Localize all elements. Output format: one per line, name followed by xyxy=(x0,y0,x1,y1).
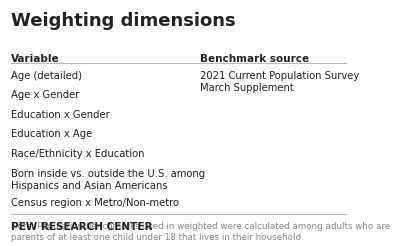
Text: Race/Ethnicity x Education: Race/Ethnicity x Education xyxy=(10,149,144,159)
Text: Born inside vs. outside the U.S. among
Hispanics and Asian Americans: Born inside vs. outside the U.S. among H… xyxy=(10,169,205,191)
Text: 2021 Current Population Survey
March Supplement: 2021 Current Population Survey March Sup… xyxy=(200,71,359,93)
Text: Benchmark source: Benchmark source xyxy=(200,54,309,64)
Text: Note: Population benchmarks used in weighted were calculated among adults who ar: Note: Population benchmarks used in weig… xyxy=(10,222,390,242)
Text: Variable: Variable xyxy=(10,54,59,64)
Text: Age (detailed): Age (detailed) xyxy=(10,71,82,80)
Text: Education x Age: Education x Age xyxy=(10,129,92,139)
Text: Age x Gender: Age x Gender xyxy=(10,90,79,100)
Text: Education x Gender: Education x Gender xyxy=(10,110,110,120)
Text: PEW RESEARCH CENTER: PEW RESEARCH CENTER xyxy=(10,222,152,232)
Text: Weighting dimensions: Weighting dimensions xyxy=(10,12,235,30)
Text: Census region x Metro/Non-metro: Census region x Metro/Non-metro xyxy=(10,198,178,208)
